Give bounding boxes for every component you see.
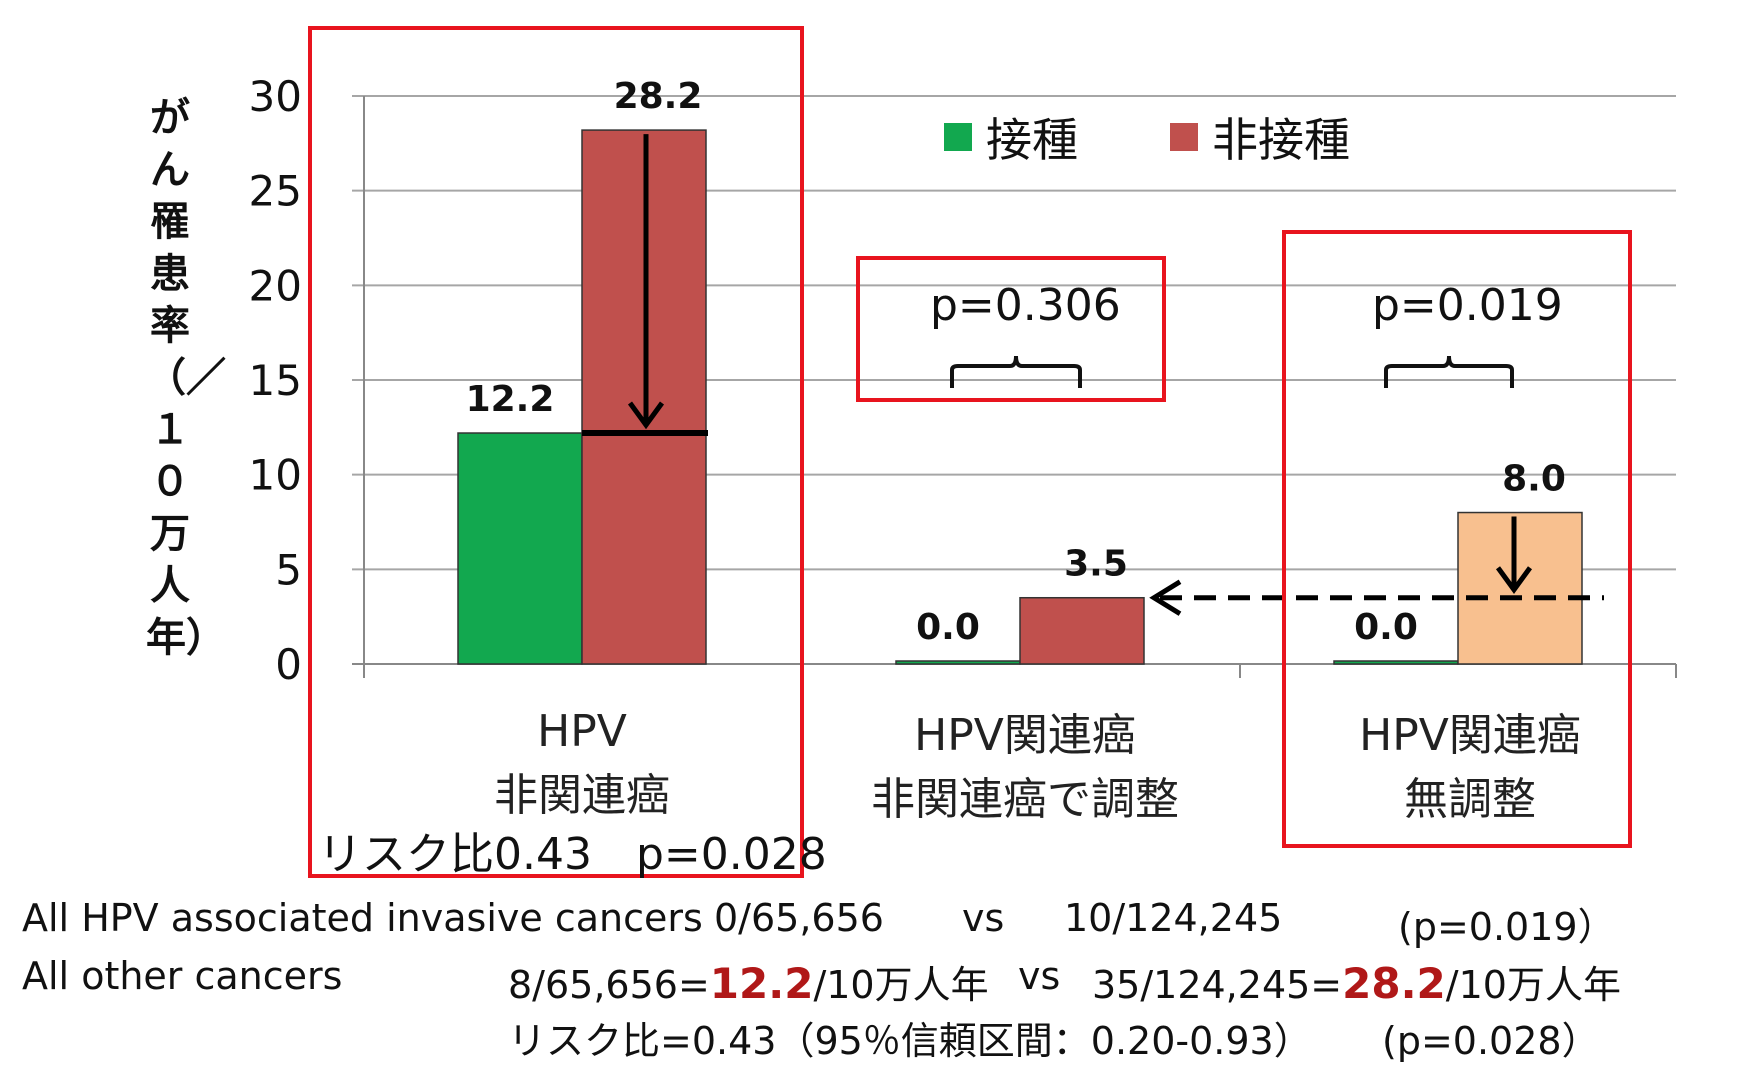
footer-row1-p: (p=0.019） bbox=[1398, 905, 1616, 949]
legend-item-vaccinated: 接種 bbox=[944, 104, 1078, 170]
legend-label-vaccinated: 接種 bbox=[986, 113, 1078, 167]
footer-row2-vaccinated-pre: 8/65,656= bbox=[508, 963, 710, 1007]
category-label-1-line2: 非関連癌 bbox=[494, 770, 670, 821]
p-value-adjusted: p=0.306 bbox=[930, 280, 1121, 331]
arrow-head-2 bbox=[1495, 566, 1533, 594]
footer-row1-vaccinated: 0/65,656 bbox=[714, 896, 884, 940]
legend-label-unvaccinated: 非接種 bbox=[1212, 113, 1350, 167]
y-tick-30: 30 bbox=[249, 72, 302, 121]
category-label-3: HPV関連癌 無調整 bbox=[1290, 704, 1650, 832]
category-label-2-line2: 非関連癌で調整 bbox=[871, 774, 1179, 825]
footer-row2-unvaccinated: 35/124,245=28.2/10万人年 bbox=[1092, 954, 1621, 1009]
brace-unadjusted bbox=[1384, 355, 1514, 388]
footer-row2-label: All other cancers bbox=[22, 954, 343, 998]
y-tick-0: 0 bbox=[275, 640, 302, 689]
value-label-unvaccinated-2: 3.5 bbox=[1064, 544, 1128, 585]
brace-adjusted bbox=[950, 355, 1082, 388]
category-label-3-line1: HPV関連癌 bbox=[1359, 710, 1581, 761]
dashed-arrow-head bbox=[1149, 579, 1182, 616]
footer-row2-vaccinated: 8/65,656=12.2/10万人年 bbox=[508, 954, 989, 1009]
footer-row2-vs: vs bbox=[1018, 954, 1061, 998]
footer-row1-unvaccinated: 10/124,245 bbox=[1064, 896, 1283, 940]
footer-row2-unvaccinated-pre: 35/124,245= bbox=[1092, 963, 1343, 1007]
value-label-unvaccinated-1: 28.2 bbox=[614, 76, 703, 117]
category-label-3-line2: 無調整 bbox=[1404, 774, 1536, 825]
footer-row3-text: リスク比=0.43（95％信頼区間：0.20-0.93） bbox=[508, 1019, 1312, 1063]
arrow-head-1 bbox=[627, 401, 665, 430]
p-value-unadjusted: p=0.019 bbox=[1372, 280, 1563, 331]
footer-row1-label: All HPV associated invasive cancers bbox=[22, 896, 703, 940]
footer-row3-p: (p=0.028） bbox=[1382, 1019, 1600, 1063]
y-tick-10: 10 bbox=[249, 451, 302, 500]
bar-vaccinated-2 bbox=[895, 660, 1021, 665]
bar-value-labels: 12.2 28.2 0.0 3.5 0.0 8.0 bbox=[466, 76, 1566, 648]
highlight-box-p306 bbox=[856, 256, 1166, 402]
footer-row2-vaccinated-value: 12.2 bbox=[709, 959, 814, 1008]
y-tick-5: 5 bbox=[275, 545, 302, 594]
footer-row2-vaccinated-post: /10万人年 bbox=[813, 963, 989, 1007]
highlight-box-unadjusted bbox=[1282, 230, 1632, 848]
value-label-vaccinated-3: 0.0 bbox=[1354, 607, 1418, 648]
category-label-2: HPV関連癌 非関連癌で調整 bbox=[800, 704, 1250, 832]
y-tick-labels: 0 5 10 15 20 25 30 bbox=[249, 72, 302, 689]
value-label-vaccinated-1: 12.2 bbox=[466, 379, 555, 420]
category-label-1: HPV 非関連癌 bbox=[352, 700, 812, 828]
y-tick-20: 20 bbox=[249, 261, 302, 310]
legend-swatch-unvaccinated bbox=[1170, 123, 1198, 151]
y-tick-25: 25 bbox=[249, 167, 302, 216]
footer-row2-unvaccinated-value: 28.2 bbox=[1342, 959, 1446, 1008]
category-label-2-line1: HPV関連癌 bbox=[914, 710, 1136, 761]
legend-swatch-vaccinated bbox=[944, 123, 972, 151]
legend: 接種 非接種 bbox=[944, 104, 1442, 170]
risk-ratio-annotation: リスク比0.43 p=0.028 bbox=[318, 829, 827, 880]
value-label-vaccinated-2: 0.0 bbox=[916, 607, 980, 648]
category-label-1-line1: HPV bbox=[537, 706, 627, 757]
y-tick-15: 15 bbox=[249, 356, 302, 405]
bar-vaccinated-3 bbox=[1333, 660, 1459, 665]
y-axis-label: がん罹患率（／１０万人年） bbox=[146, 95, 226, 661]
footer-row1-vs: vs bbox=[962, 896, 1005, 940]
footer-row2-unvaccinated-post: /10万人年 bbox=[1445, 963, 1621, 1007]
bar-vaccinated-1 bbox=[457, 432, 583, 665]
bar-unvaccinated-3 bbox=[1457, 511, 1583, 665]
annotations bbox=[308, 26, 1632, 878]
highlight-box-non-hpv bbox=[308, 26, 804, 878]
legend-item-unvaccinated: 非接種 bbox=[1170, 104, 1350, 170]
bars bbox=[457, 129, 1583, 665]
bar-unvaccinated-2 bbox=[1019, 596, 1145, 665]
value-label-unvaccinated-3: 8.0 bbox=[1502, 459, 1566, 500]
